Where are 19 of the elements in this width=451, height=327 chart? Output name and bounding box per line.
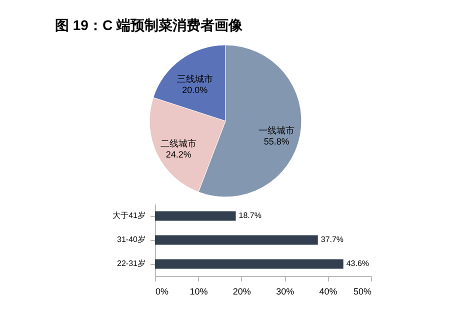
y-tick-label: 22-31岁 bbox=[117, 259, 146, 268]
x-tick-label: 30% bbox=[276, 286, 294, 296]
slice-label: 三线城市 bbox=[176, 74, 213, 84]
data-label: 20.0% bbox=[182, 84, 208, 95]
data-label: 24.2% bbox=[166, 149, 192, 160]
y-tick-label: 31-40岁 bbox=[117, 235, 146, 244]
x-tick-label: 50% bbox=[353, 286, 372, 296]
x-tick-label: 40% bbox=[319, 286, 338, 296]
data-label: 18.7% bbox=[238, 211, 262, 220]
slice-label: 一线城市 bbox=[258, 125, 295, 136]
x-tick-label: 20% bbox=[232, 286, 251, 296]
data-label: 55.8% bbox=[264, 136, 290, 146]
y-tick-label: 大于41岁 bbox=[112, 211, 146, 220]
x-tick-label: 10% bbox=[190, 286, 208, 296]
x-tick-label: 0% bbox=[156, 286, 169, 296]
data-label: 43.6% bbox=[346, 259, 370, 268]
slice-label: 二线城市 bbox=[160, 138, 197, 148]
chart-title: 图 19：C 端预制菜消费者画像 bbox=[55, 17, 244, 33]
data-label: 37.7% bbox=[320, 235, 344, 244]
